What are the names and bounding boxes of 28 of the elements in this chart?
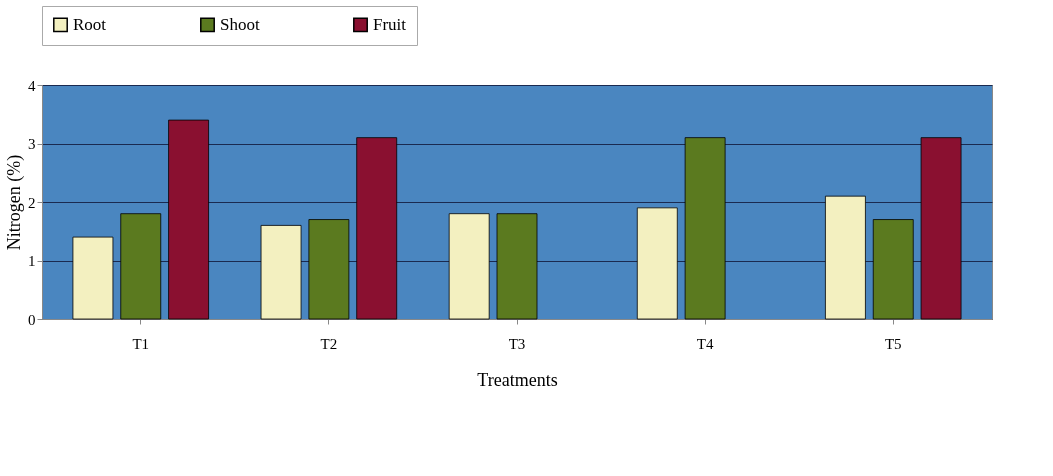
y-tick-label: 1 (28, 253, 36, 269)
x-tick-label: T2 (320, 335, 338, 352)
x-tick-label: T3 (508, 335, 526, 352)
bar (496, 213, 538, 320)
x-axis-title: Treatments (477, 369, 558, 390)
legend-label: Fruit (373, 14, 407, 34)
y-tick-label: 0 (28, 311, 36, 328)
bar (872, 219, 914, 320)
x-tick-label: T1 (132, 335, 150, 352)
y-tick-label: 4 (28, 77, 36, 94)
bar (920, 137, 962, 320)
x-tick-label: T5 (884, 335, 902, 352)
y-axis-title: Nitrogen (%) (4, 154, 25, 251)
bar (356, 137, 398, 320)
bar (260, 225, 302, 320)
bar (308, 219, 350, 320)
bar (168, 119, 209, 320)
bar (72, 236, 114, 320)
bar (120, 213, 162, 320)
x-tick-label: T4 (696, 335, 714, 352)
legend-label: Shoot (220, 14, 260, 34)
y-tick-label: 3 (28, 136, 36, 152)
bar (448, 213, 490, 320)
bar (636, 207, 678, 320)
bar (825, 195, 866, 320)
legend-label: Root (73, 14, 107, 34)
bar (684, 137, 726, 320)
y-tick-label: 2 (28, 194, 36, 211)
